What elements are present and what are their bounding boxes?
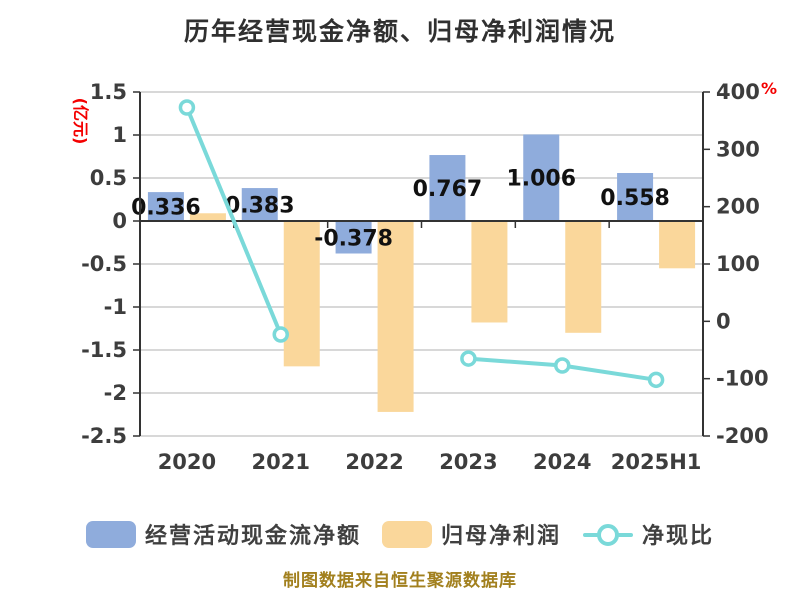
legend-line-marker-icon: [583, 521, 633, 548]
line-marker-2023: [460, 350, 477, 367]
bar-归母净利润-2023: [471, 221, 508, 323]
bar-value-label-2024: 1.006: [506, 167, 576, 192]
bar-归母净利润-2020: [189, 213, 226, 221]
bar-经营活动现金流净额-2022: [335, 221, 372, 254]
right-axis-tick-label: -200: [716, 424, 769, 448]
bar-value-label-2023: 0.767: [413, 177, 483, 202]
legend-item-net-cash-ratio[interactable]: 净现比: [583, 519, 714, 549]
left-axis-tick-label: 0: [112, 209, 127, 233]
legend-label-net-cash-ratio: 净现比: [642, 524, 715, 549]
right-axis-unit-label: %: [761, 79, 778, 98]
line-marker-2021: [272, 326, 289, 343]
x-axis-label-2025H1: 2025H1: [611, 450, 702, 474]
right-axis-tick-label: -100: [716, 367, 769, 391]
bar-value-label-2025H1: 0.558: [600, 186, 670, 211]
right-axis-tick-label: 400: [716, 80, 760, 104]
left-axis-tick-label: -1.5: [81, 338, 127, 362]
legend-label-cashflow: 经营活动现金流净额: [145, 524, 362, 549]
line-marker-2020: [178, 99, 196, 116]
legend-swatch-cashflow-icon: [86, 520, 136, 548]
chart-title: 历年经营现金净额、归母净利润情况: [183, 17, 616, 46]
footer-source-note: 制图数据来自恒生聚源数据库: [283, 571, 517, 591]
bar-归母净利润-2021: [283, 221, 320, 367]
x-axis-label-2022: 2022: [345, 450, 403, 474]
bar-归母净利润-2022: [377, 221, 414, 412]
line-marker-2025H1: [647, 371, 665, 389]
bar-经营活动现金流净额-2023: [429, 155, 466, 221]
net-cash-ratio-line: [184, 105, 283, 337]
combo-chart-plot: 0.336 0.383 -0.378 0.767 1.006 0.558 1.5 1 0.5 0 -…: [81, 80, 769, 474]
right-axis-tick-label: 200: [716, 195, 760, 219]
right-axis-tick-label: 300: [716, 137, 760, 161]
left-axis-tick-label: -1: [104, 295, 127, 319]
left-axis-tick-label: 0.5: [90, 166, 127, 190]
x-axis-label-2020: 2020: [158, 450, 216, 474]
left-axis-tick-label: 1.5: [90, 80, 127, 104]
bar-归母净利润-2024: [565, 221, 602, 333]
left-axis-tick-label: -2.5: [81, 424, 127, 448]
x-axis-label-2023: 2023: [439, 450, 497, 474]
legend-label-net-profit: 归母净利润: [441, 524, 562, 549]
legend-item-operating-cashflow[interactable]: 经营活动现金流净额: [86, 519, 361, 549]
bar-经营活动现金流净额-2024: [523, 134, 560, 221]
legend: 经营活动现金流净额 归母净利润 净现比: [0, 519, 800, 551]
bar-经营活动现金流净额-2020: [147, 192, 184, 221]
legend-circle-marker-icon: [597, 523, 619, 546]
bar-经营活动现金流净额-2025H1: [617, 173, 654, 221]
bar-归母净利润-2025H1: [659, 221, 696, 269]
bar-value-label-2021: 0.383: [225, 194, 295, 219]
x-axis-label-2021: 2021: [252, 450, 310, 474]
left-axis-tick-label: 1: [112, 123, 127, 147]
legend-item-net-profit[interactable]: 归母净利润: [382, 519, 561, 549]
line-marker-2024: [554, 357, 571, 374]
legend-swatch-net-profit-icon: [382, 520, 432, 548]
left-axis-tick-label: -0.5: [81, 252, 127, 276]
right-axis-tick-label: 0: [716, 309, 731, 333]
x-axis-label-2024: 2024: [533, 450, 591, 474]
left-axis-tick-label: -2: [104, 381, 127, 405]
bar-value-label-2022: -0.378: [314, 226, 393, 251]
bar-value-label-2020: 0.336: [131, 196, 201, 221]
bar-经营活动现金流净额-2021: [241, 188, 278, 221]
right-axis-tick-label: 100: [716, 252, 760, 276]
